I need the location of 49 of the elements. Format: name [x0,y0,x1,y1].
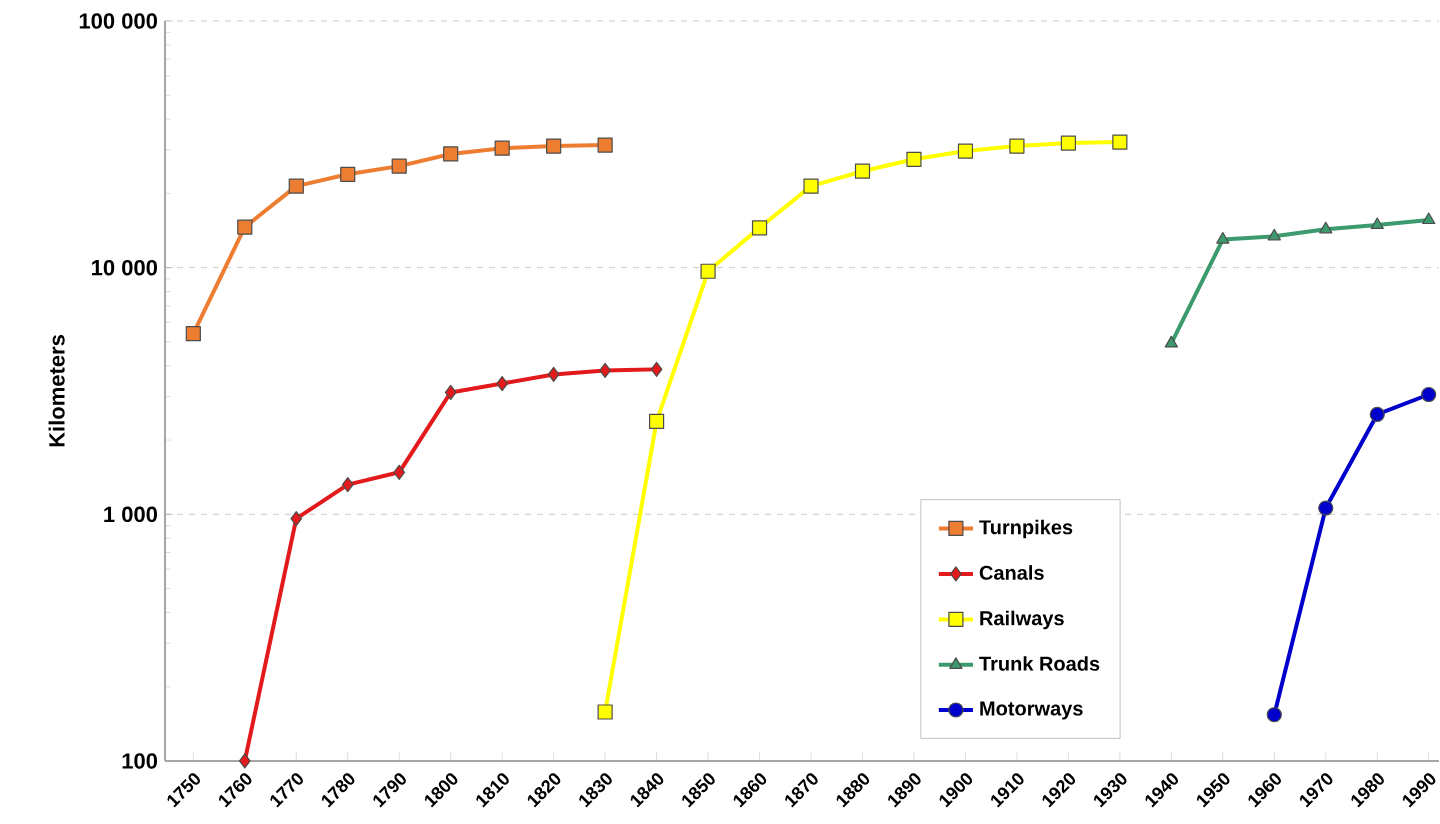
point [1369,406,1385,423]
point [288,178,304,194]
point [650,361,663,377]
point [1421,386,1437,403]
point [547,366,560,383]
legend-label: Turnpikes [979,519,1073,539]
point [1318,500,1334,516]
point [238,753,251,769]
legend-label: Motorways [980,701,1083,720]
point [1422,212,1436,225]
point [700,263,716,279]
point [906,151,922,167]
point [1319,221,1333,234]
legend-label: Railways [980,610,1064,630]
point [340,166,356,182]
point [341,476,354,493]
point [237,219,253,235]
point [391,158,407,174]
point [1266,707,1282,723]
y-axis-title: Kilometers [48,335,65,447]
point [1267,228,1281,241]
point [1370,217,1384,230]
point [1112,134,1128,150]
point [597,137,613,153]
point [599,362,611,379]
point [751,220,768,236]
point [957,143,974,159]
point [1009,138,1025,154]
point [185,326,201,342]
point [393,464,406,480]
point [443,146,459,162]
point [290,511,303,527]
point [496,375,509,392]
point [1164,335,1178,348]
point [1216,231,1230,244]
point [444,384,457,401]
point [597,704,613,720]
y-tick-label: 100 000 [79,13,157,29]
y-tick-label: 10 000 [92,259,157,276]
legend-label: Trunk Roads [979,656,1100,671]
y-tick-label: 100 [122,753,158,769]
point [546,138,562,154]
point [803,178,819,194]
y-tick-label: 1 000 [104,506,157,523]
point [648,413,665,430]
point [854,163,871,179]
point [1060,135,1076,151]
point [494,140,510,156]
legend-label: Canals [979,565,1044,580]
